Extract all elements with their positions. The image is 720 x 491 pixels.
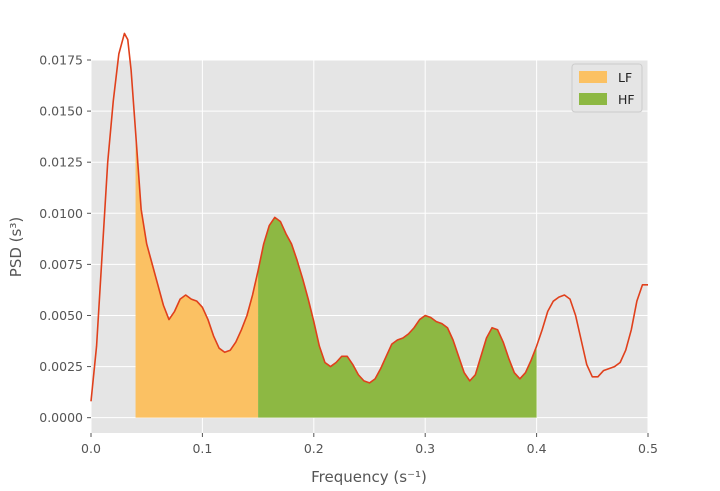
y-tick-label: 0.0100 [39, 206, 83, 221]
y-tick-label: 0.0150 [39, 104, 83, 119]
x-tick-label: 0.3 [415, 441, 435, 456]
y-tick-label: 0.0125 [39, 155, 83, 170]
band-area-lf [135, 131, 259, 418]
x-tick-label: 0.2 [304, 441, 324, 456]
frequency-bands [135, 131, 537, 418]
psd-line [90, 32, 648, 402]
y-tick-label: 0.0000 [39, 410, 83, 425]
band-area-hf [258, 217, 537, 418]
legend-swatch-lf [579, 71, 607, 83]
psd-line-group [90, 32, 648, 402]
x-tick-label: 0.0 [81, 441, 101, 456]
legend-label-hf: HF [618, 92, 635, 107]
y-tick-label: 0.0175 [39, 53, 83, 68]
y-tick-label: 0.0025 [39, 359, 83, 374]
x-tick-label: 0.1 [192, 441, 212, 456]
y-tick-labels: 0.0000 0.0025 0.0050 0.0075 0.0100 0.0125 0.01… [39, 53, 91, 425]
legend: LF HF [571, 63, 643, 113]
x-tick-labels: 0.0 0.1 0.2 0.3 0.4 0.5 [81, 433, 658, 456]
legend-label-lf: LF [618, 70, 632, 85]
y-axis-label: PSD (s³) [7, 217, 25, 277]
legend-swatch-hf [579, 93, 607, 105]
y-tick-label: 0.0075 [39, 257, 83, 272]
x-axis-label: Frequency (s⁻¹) [311, 468, 427, 486]
y-tick-label: 0.0050 [39, 308, 83, 323]
x-tick-label: 0.4 [527, 441, 547, 456]
x-tick-label: 0.5 [638, 441, 658, 456]
